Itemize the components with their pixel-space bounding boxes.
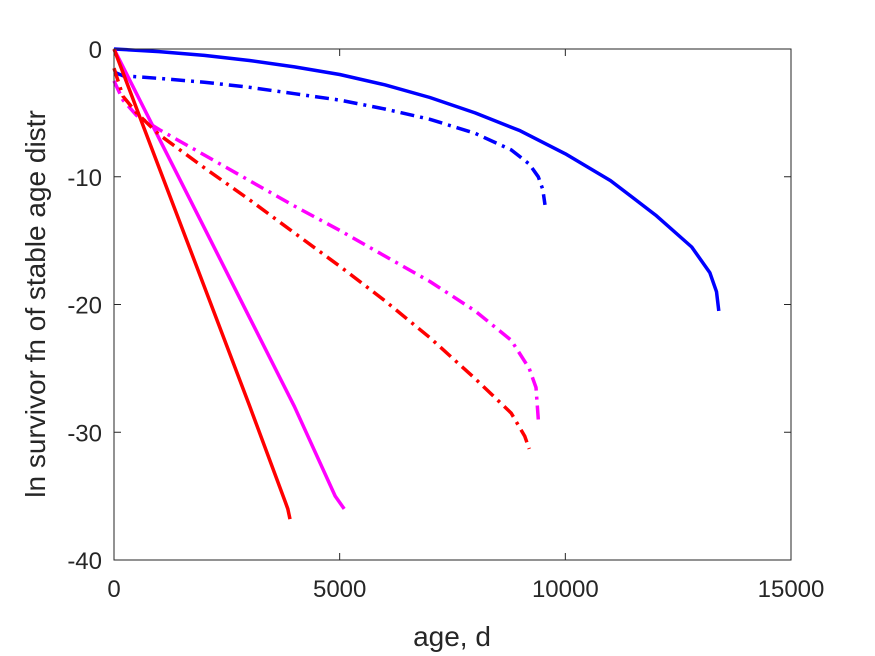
series-line-5	[112, 48, 292, 520]
y-tick-label: 0	[89, 37, 102, 64]
x-tick-label: 15000	[758, 576, 825, 603]
tick-layer: 0 5000 10000 15000 0 -10 -20 -30 -40	[67, 37, 824, 603]
series-line-1	[113, 47, 721, 312]
x-tick-label: 0	[107, 576, 120, 603]
series-line-6	[112, 67, 531, 450]
x-axis-label: age, d	[413, 621, 491, 652]
series-line-3	[112, 48, 346, 510]
y-tick-label: -10	[67, 165, 102, 192]
y-tick-label: -30	[67, 420, 102, 447]
y-tick-label: -40	[67, 548, 102, 575]
series-line-2	[113, 70, 547, 206]
y-axis-label: ln survivor fn of stable age distr	[20, 110, 51, 498]
series-layer	[112, 47, 721, 520]
x-tick-label: 5000	[313, 576, 366, 603]
plot-area	[114, 49, 791, 560]
y-tick-label: -20	[67, 293, 102, 320]
x-tick-label: 10000	[532, 576, 599, 603]
